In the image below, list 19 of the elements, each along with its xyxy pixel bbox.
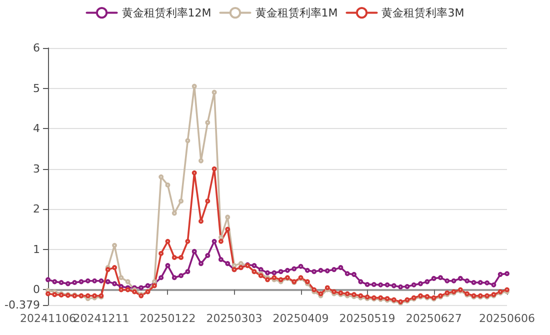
y-tick-label: -0.379 <box>4 298 40 312</box>
legend-label: 黄金租赁利率12M <box>122 6 212 20</box>
y-tick-label: 0 <box>33 283 40 296</box>
x-tick-label: 20241211 <box>73 312 130 325</box>
y-tick-label: 4 <box>33 122 40 136</box>
y-tick-label: 6 <box>33 42 40 54</box>
y-tick-label: 3 <box>33 162 40 176</box>
x-tick-label: 20241106 <box>20 312 76 325</box>
y-tick-label: 5 <box>33 82 40 95</box>
x-tick-label: 20250627 <box>406 312 462 325</box>
x-tick-label: 20250122 <box>140 312 196 325</box>
legend-label: 黄金租赁利率3M <box>382 6 464 20</box>
x-tick-label: 20250606 <box>479 312 535 325</box>
x-tick-label: 20250519 <box>339 312 396 325</box>
x-tick-label: 20250409 <box>272 312 329 325</box>
x-tick-label: 20250303 <box>206 312 262 325</box>
y-tick-label: 2 <box>33 202 40 216</box>
legend-label: 黄金租赁利率1M <box>255 6 338 20</box>
y-tick-label: 1 <box>33 242 40 256</box>
